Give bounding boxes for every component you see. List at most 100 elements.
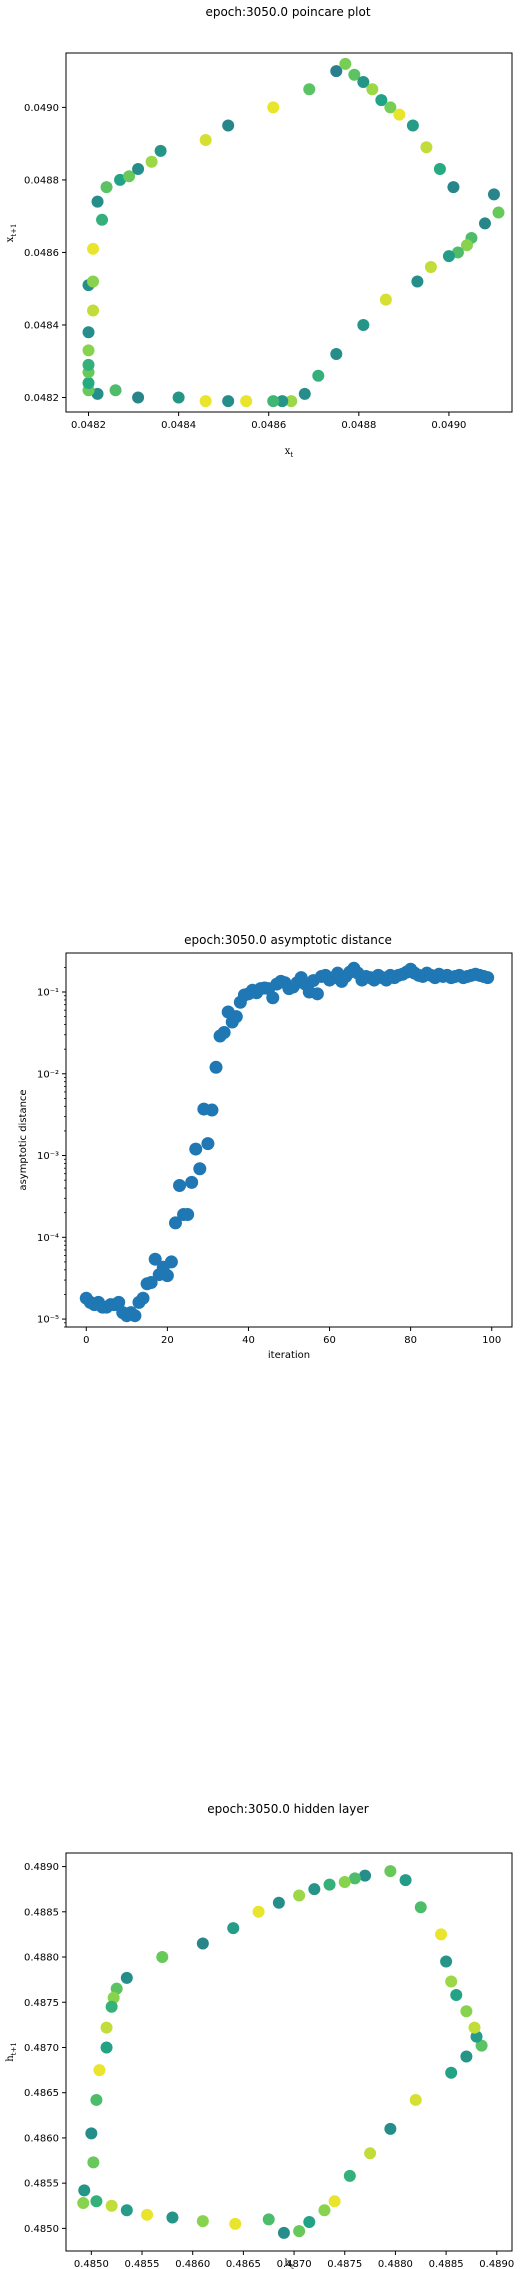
data-point xyxy=(193,1162,206,1175)
data-point xyxy=(420,141,432,153)
asymptotic-distance-frame xyxy=(66,953,512,1327)
poincare-plot-xlabel: xt xyxy=(285,446,294,459)
poincare-plot: epoch:3050.0 poincare plot 0.0482 0.0484 0… xyxy=(5,5,512,459)
data-point xyxy=(222,120,234,132)
data-point xyxy=(415,1901,427,1913)
data-point xyxy=(121,1972,133,1984)
data-point xyxy=(443,250,455,262)
data-point xyxy=(400,1874,412,1886)
data-point xyxy=(93,2064,105,2076)
asymptotic-distance-ylabel: asymptotic distance xyxy=(18,1089,29,1190)
asymptotic-distance-xlabel: iteration xyxy=(268,1350,310,1361)
data-point xyxy=(230,1010,243,1023)
data-point xyxy=(311,987,324,1000)
data-point xyxy=(83,359,95,371)
hidden-layer-plot: epoch:3050.0 hidden layer 0.4850 0.4855 0.… xyxy=(5,1802,514,2269)
asymptotic-distance-ticks: 0 20 40 60 80 10010⁻⁵10⁻⁴10⁻³10⁻²10⁻¹ xyxy=(37,967,501,1346)
data-point xyxy=(227,1922,239,1934)
data-point xyxy=(450,1989,462,2001)
data-point xyxy=(492,207,504,219)
poincare-plot-ylabel: xt+1 xyxy=(5,224,18,243)
data-point xyxy=(201,1137,214,1150)
xtick-label: 0.4855 xyxy=(125,2259,160,2269)
data-point xyxy=(96,214,108,226)
data-point xyxy=(181,1208,194,1221)
data-point xyxy=(106,2001,118,2013)
data-point xyxy=(83,326,95,338)
xtick-label: 100 xyxy=(482,1335,501,1346)
asymptotic-distance-title: epoch:3050.0 asymptotic distance xyxy=(184,933,392,947)
data-point xyxy=(146,156,158,168)
xtick-label: 0.4860 xyxy=(175,2259,210,2269)
xtick-label: 0.0482 xyxy=(71,420,106,431)
asymptotic-distance-points xyxy=(80,962,494,1322)
ytick-label: 0.0484 xyxy=(24,320,59,331)
data-point xyxy=(380,294,392,306)
data-point xyxy=(440,1956,452,1968)
xtick-label: 0.4870 xyxy=(277,2259,312,2269)
data-point xyxy=(445,2067,457,2079)
data-point xyxy=(200,134,212,146)
data-point xyxy=(267,101,279,113)
xtick-label: 0.0490 xyxy=(431,420,466,431)
data-point xyxy=(479,217,491,229)
xtick-label: 0.4875 xyxy=(327,2259,362,2269)
data-point xyxy=(460,2051,472,2063)
data-point xyxy=(132,391,144,403)
poincare-plot-title: epoch:3050.0 poincare plot xyxy=(205,5,370,19)
data-point xyxy=(488,188,500,200)
data-point xyxy=(240,395,252,407)
data-point xyxy=(132,163,144,175)
data-point xyxy=(411,275,423,287)
data-point xyxy=(339,1876,351,1888)
data-point xyxy=(384,1865,396,1877)
xtick-label: 0.4850 xyxy=(74,2259,109,2269)
data-point xyxy=(205,1104,218,1117)
data-point xyxy=(121,2204,133,2216)
data-point xyxy=(185,1176,198,1189)
data-point xyxy=(210,1061,223,1074)
hidden-layer-points xyxy=(77,1865,487,2239)
ytick-label: 10⁻⁵ xyxy=(37,1315,59,1326)
xtick-label: 0.0486 xyxy=(251,420,286,431)
data-point xyxy=(434,163,446,175)
hidden-layer-frame xyxy=(66,1853,512,2251)
asymptotic-distance-plot: epoch:3050.0 asymptotic distance 0 20 40 60… xyxy=(18,933,512,1361)
poincare-plot-points xyxy=(83,58,505,407)
data-point xyxy=(425,261,437,273)
xtick-label: 0 xyxy=(83,1335,89,1346)
ytick-label: 0.0488 xyxy=(24,175,59,186)
ytick-label: 10⁻³ xyxy=(37,1151,59,1162)
data-point xyxy=(267,395,279,407)
data-point xyxy=(101,2022,113,2034)
data-point xyxy=(303,2216,315,2228)
ytick-label: 10⁻¹ xyxy=(37,988,59,999)
poincare-plot-frame xyxy=(66,53,512,412)
data-point xyxy=(92,196,104,208)
data-point xyxy=(106,2200,118,2212)
hidden-layer-title: epoch:3050.0 hidden layer xyxy=(207,1802,369,1816)
data-point xyxy=(339,58,351,70)
data-point xyxy=(78,2184,90,2196)
data-point xyxy=(110,384,122,396)
data-point xyxy=(293,2225,305,2237)
data-point xyxy=(218,1026,231,1039)
data-point xyxy=(460,2005,472,2017)
data-point xyxy=(435,1928,447,1940)
data-point xyxy=(161,1269,174,1282)
ytick-label: 0.4885 xyxy=(24,1907,59,1918)
data-point xyxy=(83,377,95,389)
data-point xyxy=(189,1143,202,1156)
data-point xyxy=(468,2022,480,2034)
ytick-label: 0.0490 xyxy=(24,103,59,114)
ytick-label: 0.4860 xyxy=(24,2133,59,2144)
data-point xyxy=(155,145,167,157)
data-point xyxy=(87,304,99,316)
data-point xyxy=(364,2147,376,2159)
xtick-label: 60 xyxy=(323,1335,336,1346)
ytick-label: 0.4850 xyxy=(24,2224,59,2235)
ytick-label: 0.0482 xyxy=(24,393,59,404)
xtick-label: 0.4890 xyxy=(479,2259,514,2269)
ytick-label: 0.4855 xyxy=(24,2179,59,2190)
data-point xyxy=(85,2127,97,2139)
